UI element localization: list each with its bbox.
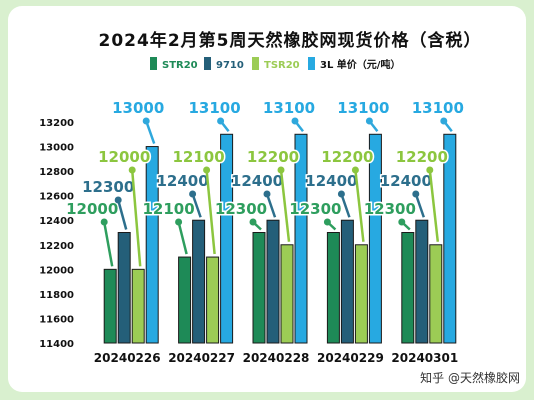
bar-3l-20240228 [294,133,308,344]
bars [103,133,457,344]
legend-label: 9710 [216,60,244,71]
x-axis: 20240226 20240227 20240228 20240229 20240301 [94,351,458,365]
x-tick-label: 20240227 [168,351,235,365]
label-leader [252,221,262,231]
bar-str20-20240226 [103,268,117,344]
data-label: 12400 [305,172,357,190]
data-label: 12000 [98,148,150,166]
data-label: 12400 [157,172,209,190]
data-label: 12200 [247,148,299,166]
bar-str20-20240227 [178,256,192,344]
legend-label: 3L 单价（元/吨） [320,58,400,71]
bar-9710-20240228 [266,219,280,344]
data-label: 12300 [82,178,134,196]
y-tick-label: 11600 [39,314,74,325]
y-tick-label: 12200 [39,241,74,252]
legend-swatch [308,57,315,70]
bar-tsr20-20240229 [354,244,368,344]
bar-9710-20240226 [117,232,131,344]
data-label: 12100 [173,148,225,166]
data-label: 13100 [189,99,241,117]
label-leader [191,193,202,218]
y-axis: 11400 11600 11800 12000 12200 12400 12600 12800… [39,118,74,350]
legend: STR20 9710 TSR20 3L 单价（元/吨） [150,57,400,71]
bar-tsr20-20240227 [206,256,220,344]
bar-3l-20240301 [443,133,457,344]
legend-swatch [150,57,157,70]
label-leader [354,169,365,242]
label-leader [102,221,114,267]
label-leader [400,221,411,231]
legend-swatch [204,57,211,70]
x-tick-label: 20240226 [94,351,161,365]
bar-tsr20-20240301 [429,244,443,344]
label-leader [340,193,351,218]
data-labels: 12000 12300 12000 13000 12100 12400 12100 13100… [65,98,465,267]
y-tick-label: 13000 [39,143,74,154]
label-leader [326,221,337,231]
bar-str20-20240301 [401,232,415,344]
data-label: 13100 [263,99,315,117]
bar-9710-20240301 [415,219,429,344]
legend-label: TSR20 [264,60,300,71]
bar-9710-20240229 [340,219,354,344]
label-leader [130,169,142,267]
label-leader [368,120,379,133]
label-leader [205,169,216,255]
label-leader [265,193,277,218]
data-label: 12300 [364,200,416,218]
bar-3l-20240226 [145,146,159,344]
label-leader [428,169,440,242]
data-label: 12200 [396,148,448,166]
data-label: 12300 [289,200,341,218]
bar-tsr20-20240226 [131,268,145,344]
label-leader [116,199,128,230]
data-label: 12100 [143,200,195,218]
y-tick-label: 13200 [39,118,74,129]
y-tick-label: 11400 [39,339,74,350]
x-tick-label: 20240301 [391,351,458,365]
label-leader [442,120,453,133]
y-tick-label: 12600 [39,192,74,203]
data-label: 13000 [112,99,164,117]
bar-tsr20-20240228 [280,244,294,344]
bar-3l-20240227 [220,133,234,344]
bar-str20-20240228 [252,232,266,344]
bar-3l-20240229 [368,133,382,344]
y-tick-label: 12000 [39,265,74,276]
label-leader [177,221,188,255]
label-leader [294,120,304,133]
y-tick-label: 11800 [39,290,74,301]
legend-label: STR20 [162,60,198,71]
data-label: 12000 [66,200,118,218]
y-tick-label: 12800 [39,167,74,178]
data-label: 12300 [215,200,267,218]
data-label: 12200 [321,148,373,166]
label-leader [145,120,156,144]
x-tick-label: 20240228 [243,351,310,365]
chart-title: 2024年2月第5周天然橡胶网现货价格（含税） [99,30,482,51]
watermark: 知乎 @天然橡胶网 [420,370,520,385]
bar-9710-20240227 [192,219,206,344]
label-leader [219,120,230,133]
label-leader [279,169,291,242]
data-label: 12400 [231,172,283,190]
data-label: 12400 [380,172,432,190]
x-tick-label: 20240229 [317,351,384,365]
legend-swatch [252,57,259,70]
bar-str20-20240229 [326,232,340,344]
label-leader [414,193,425,218]
y-tick-label: 12400 [39,216,74,227]
data-label: 13100 [412,99,464,117]
data-label: 13100 [337,99,389,117]
